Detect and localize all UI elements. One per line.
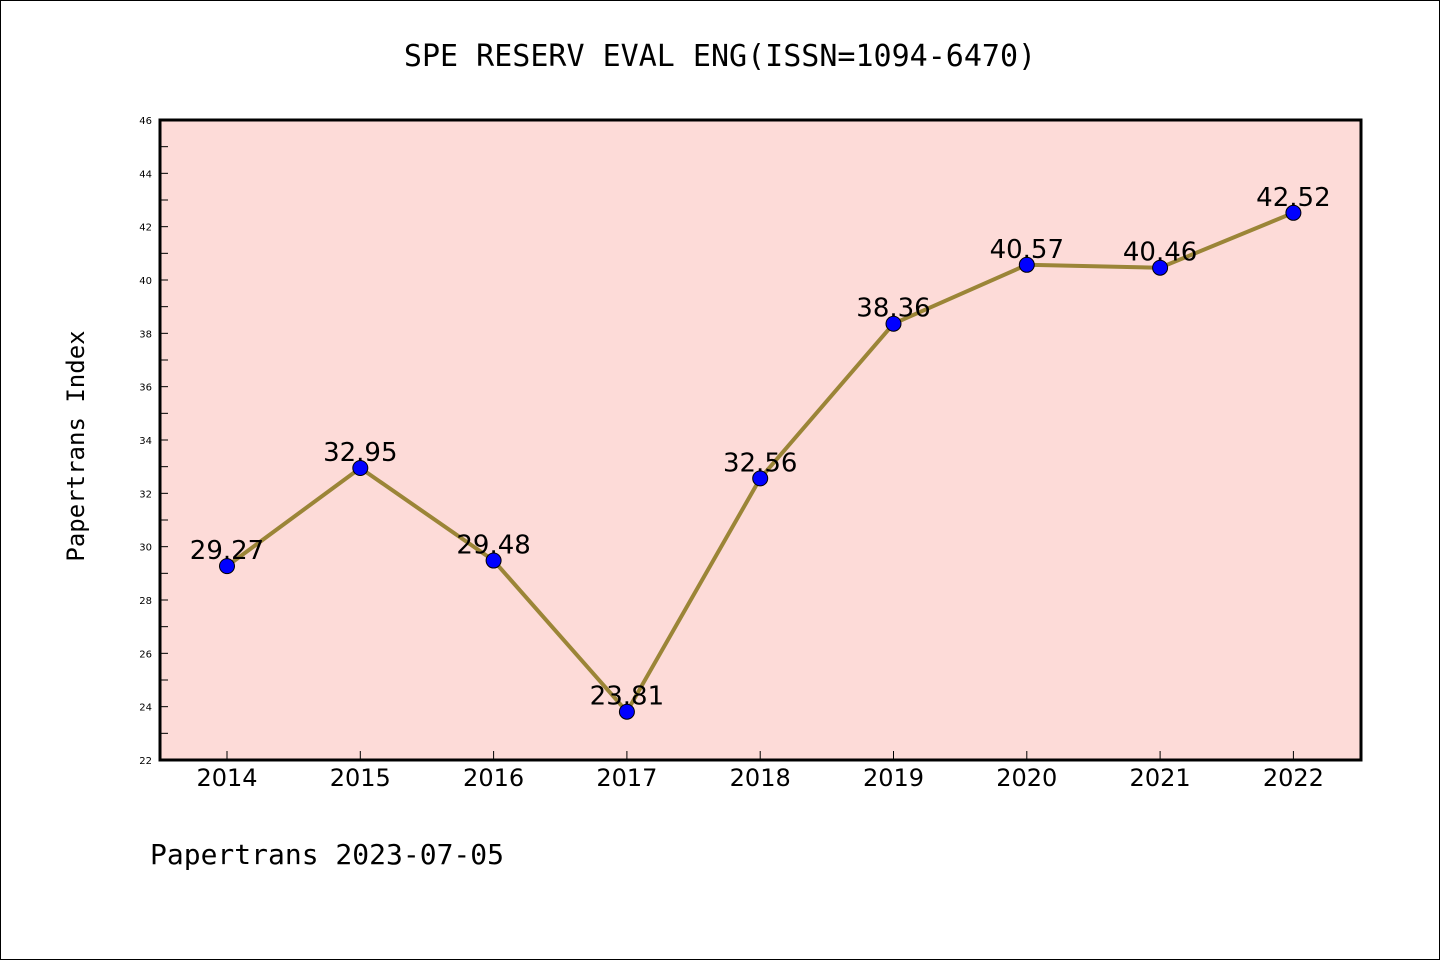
plot-border [158, 118, 1363, 762]
y-tick-label: 40 [139, 276, 152, 287]
data-point [485, 552, 502, 569]
data-labels: 29.27 32.95 29.48 23.81 32.56 38.36 40.57 40.46… [190, 183, 1331, 712]
y-tick-label: 34 [139, 436, 152, 447]
y-axis-label: Papertrans Index [62, 330, 90, 561]
data-point [219, 558, 235, 575]
y-tick-label: 32 [139, 489, 152, 500]
y-tick-label: 28 [139, 596, 152, 607]
chart-title: SPE RESERV EVAL ENG(ISSN=1094-6470) [404, 39, 1036, 74]
data-point [885, 315, 902, 332]
x-tick-label: 2021 [1130, 764, 1191, 792]
data-point [1018, 256, 1035, 273]
data-label: 42.52 [1256, 183, 1330, 213]
x-tick-label: 2014 [196, 764, 257, 792]
x-tick-label: 2022 [1263, 764, 1324, 792]
data-points [219, 204, 1302, 720]
y-tick-label: 46 [139, 116, 152, 127]
data-label: 29.48 [456, 531, 530, 561]
y-tick-label: 44 [139, 169, 152, 180]
footer-caption: Papertrans 2023-07-05 [150, 838, 504, 871]
data-point [1152, 259, 1169, 276]
data-label: 32.56 [723, 448, 797, 478]
x-tick-label: 2020 [996, 764, 1057, 792]
data-label: 40.46 [1123, 238, 1197, 268]
data-label: 38.36 [856, 294, 930, 324]
x-tick-label: 2015 [330, 764, 391, 792]
data-point [752, 470, 769, 487]
data-label: 32.95 [323, 438, 397, 468]
data-label: 40.57 [990, 235, 1064, 265]
data-label: 29.27 [190, 536, 264, 566]
y-tick-label: 26 [139, 649, 152, 660]
y-tick-label: 24 [139, 703, 152, 714]
x-tick-label: 2016 [463, 764, 524, 792]
y-tick-label: 36 [139, 383, 152, 394]
y-tick-label: 38 [139, 329, 152, 340]
data-point [1285, 204, 1302, 221]
x-tick-label: 2019 [863, 764, 924, 792]
data-point [352, 460, 369, 476]
x-tick-label: 2018 [730, 764, 791, 792]
plot-area [160, 120, 1361, 760]
y-tick-label: 42 [139, 223, 152, 234]
x-axis: 2014 2015 2016 2017 2018 2019 2020 2021 2022 [196, 751, 1324, 792]
y-tick-label: 22 [139, 756, 152, 767]
x-tick-label: 2017 [596, 764, 657, 792]
data-label: 23.81 [590, 682, 664, 712]
data-point [618, 703, 635, 720]
y-tick-label: 30 [139, 543, 152, 554]
